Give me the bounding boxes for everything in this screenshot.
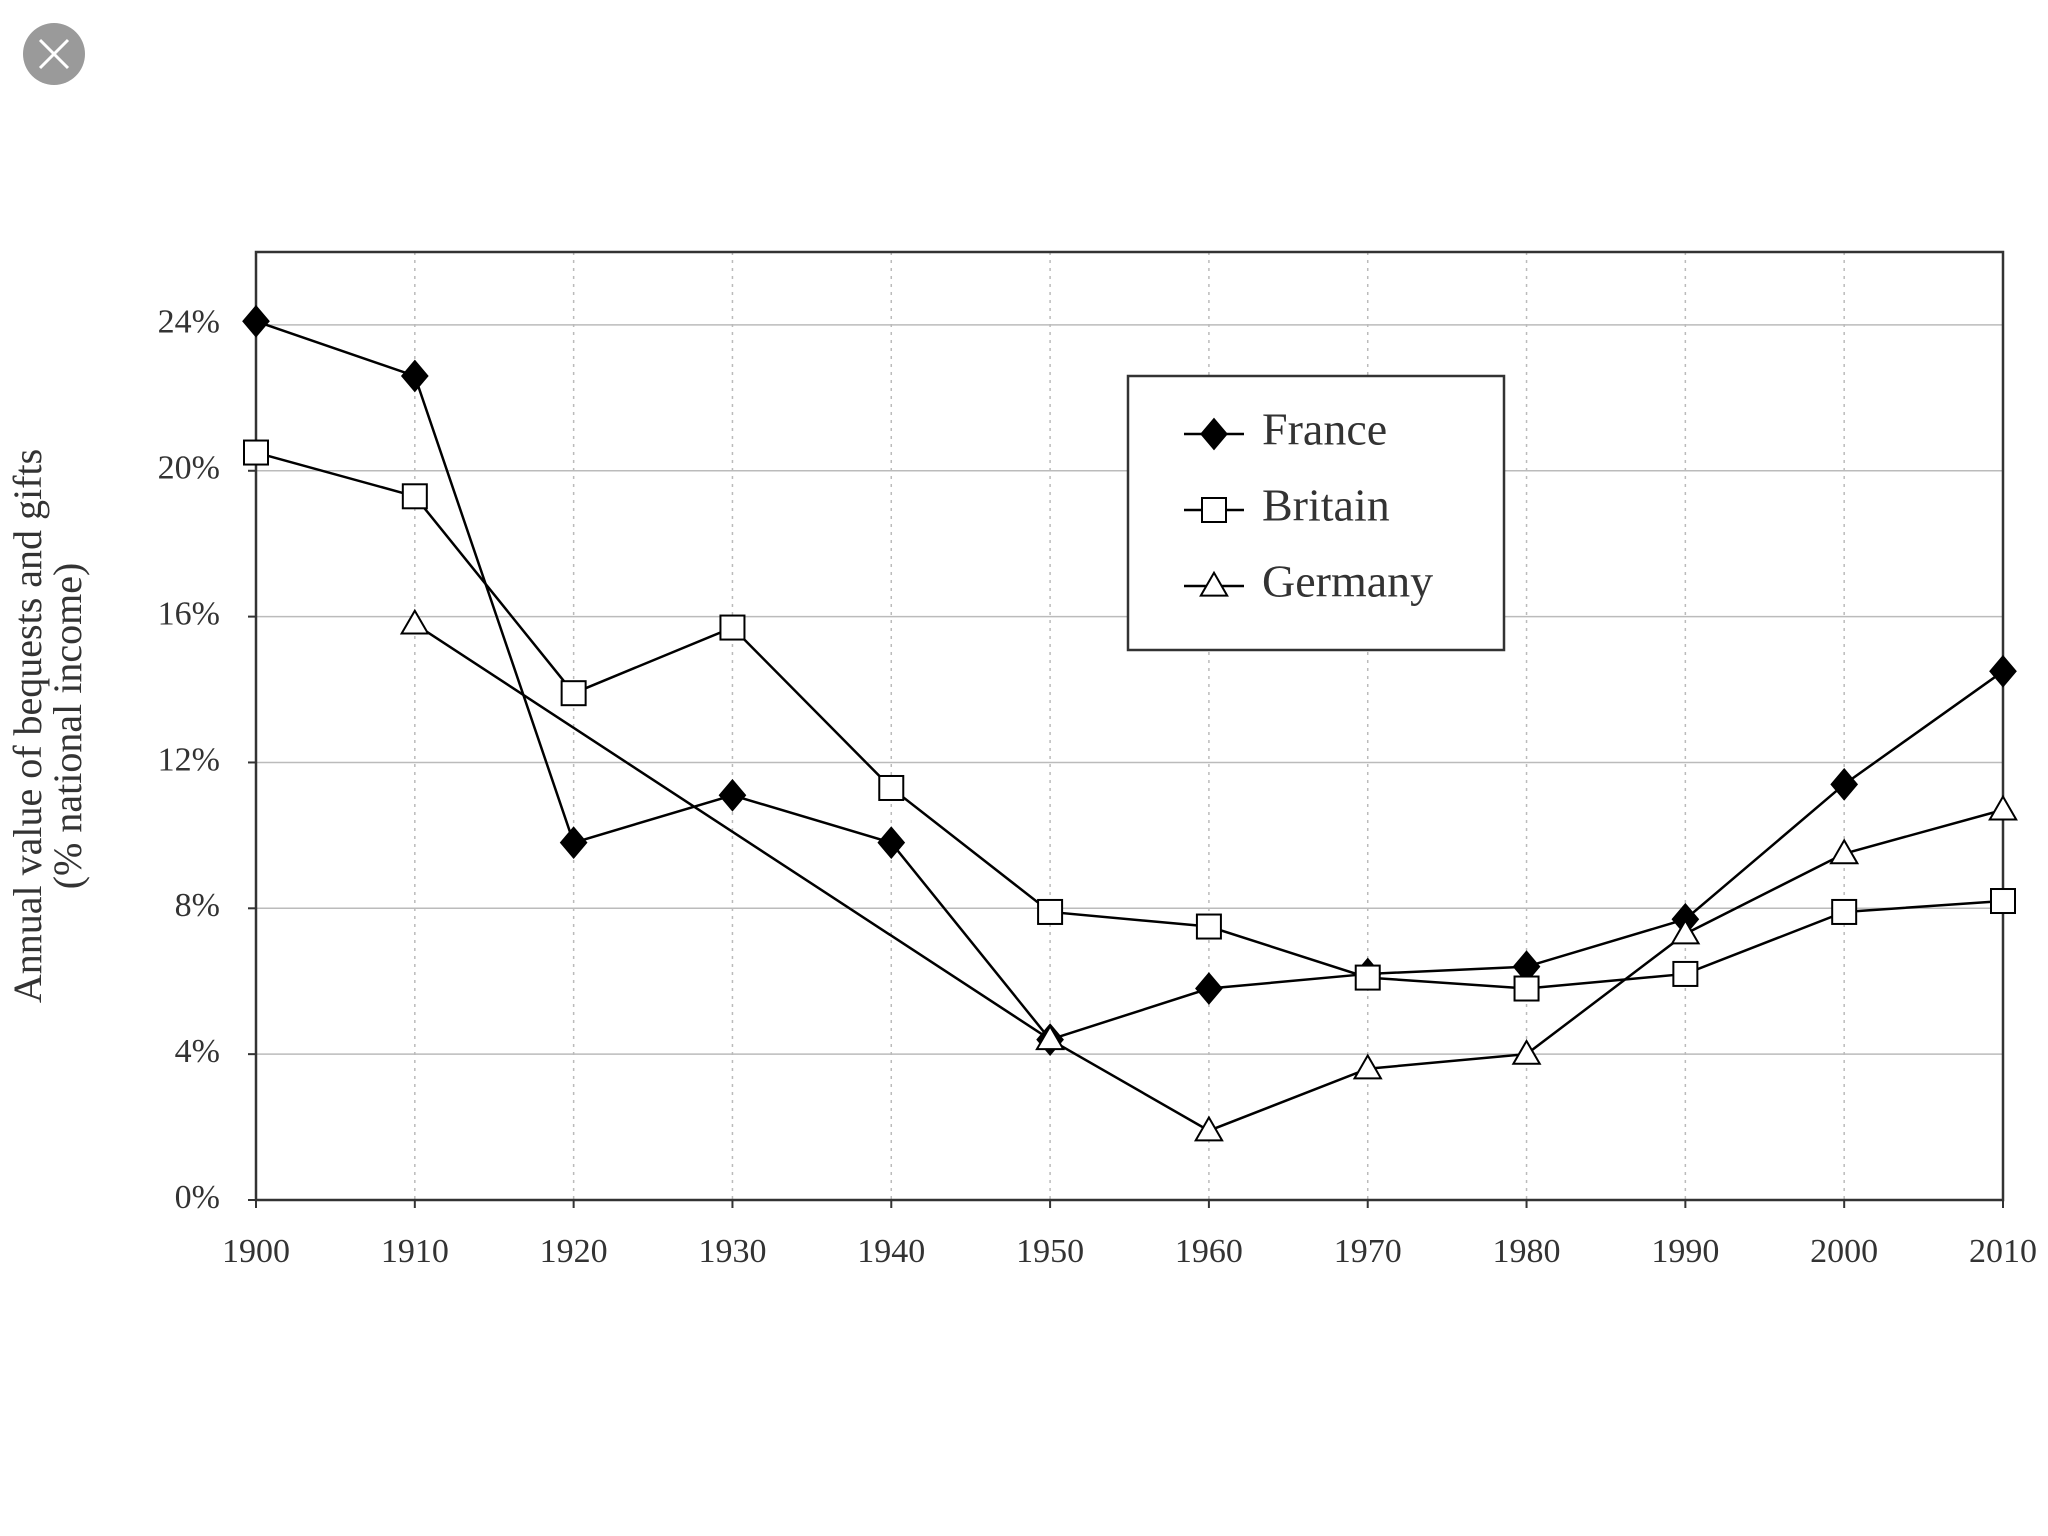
legend: France Britain Germany (1126, 374, 1506, 652)
point-marker (878, 774, 905, 801)
point-marker (1200, 417, 1228, 451)
x-tick-label: 1960 (1175, 1233, 1243, 1270)
close-icon[interactable] (38, 38, 70, 70)
point-marker (718, 778, 747, 812)
point-marker (1990, 888, 2016, 915)
y-axis-label: Annual value of bequests and gifts (5, 449, 50, 1003)
x-tick-label: 1990 (1651, 1233, 1719, 1270)
point-marker (1195, 913, 1222, 940)
point-marker (560, 680, 587, 707)
point-marker (399, 608, 430, 635)
point-marker (400, 359, 429, 393)
x-tick-label: 1940 (857, 1233, 925, 1270)
legend-box (1126, 374, 1506, 652)
point-marker (1830, 767, 1859, 801)
point-marker (1037, 898, 1064, 925)
y-tick-label: 12% (158, 741, 220, 778)
point-marker (1829, 838, 1860, 865)
y-tick-label: 8% (175, 887, 220, 924)
legend-label: Germany (1262, 556, 1433, 607)
series-line (255, 320, 2004, 1042)
point-marker (1201, 497, 1227, 523)
x-tick-label: 1910 (381, 1233, 449, 1270)
point-marker (1352, 1053, 1383, 1080)
point-marker (1672, 960, 1699, 987)
x-tick-label: 1900 (222, 1233, 290, 1270)
x-tick-label: 1980 (1493, 1233, 1561, 1270)
x-tick-label: 1950 (1016, 1233, 1084, 1270)
legend-label: France (1262, 404, 1387, 455)
point-marker (1989, 654, 2017, 688)
point-marker (1988, 794, 2018, 821)
series-line (255, 451, 2004, 990)
point-marker (1670, 918, 1701, 945)
x-tick-label: 1920 (540, 1233, 608, 1270)
chart: 0% 4% 8% 12% 16% 20% 24% 1900 1910 1920 1930 1940 19… (5, 250, 2037, 1270)
point-marker (242, 304, 270, 338)
x-tick-label: 1970 (1334, 1233, 1402, 1270)
y-tick-label: 24% (158, 304, 220, 341)
point-marker (243, 439, 269, 466)
x-tick-label: 2010 (1969, 1233, 2037, 1270)
point-marker (559, 826, 588, 860)
point-marker (1511, 1038, 1542, 1065)
point-marker (1035, 1024, 1066, 1051)
point-marker (719, 614, 746, 641)
y-tick-label: 16% (158, 595, 220, 632)
legend-label: Britain (1262, 480, 1390, 531)
plot-frame (254, 250, 2005, 1202)
x-tick-label: 2000 (1810, 1233, 1878, 1270)
series-line (414, 622, 2004, 1133)
point-marker (877, 826, 906, 860)
y-tick-label: 4% (175, 1033, 220, 1070)
point-marker (1513, 975, 1540, 1002)
y-tick-label: 0% (175, 1179, 220, 1216)
point-marker (401, 483, 428, 510)
y-axis-label: (% national income) (45, 563, 90, 890)
point-marker (1193, 1115, 1224, 1142)
point-marker (1199, 570, 1229, 597)
point-marker (1354, 964, 1381, 991)
point-marker (1831, 898, 1858, 925)
x-tick-label: 1930 (698, 1233, 766, 1270)
close-button[interactable] (23, 23, 85, 85)
y-tick-label: 20% (158, 450, 220, 487)
point-marker (1195, 972, 1223, 1005)
